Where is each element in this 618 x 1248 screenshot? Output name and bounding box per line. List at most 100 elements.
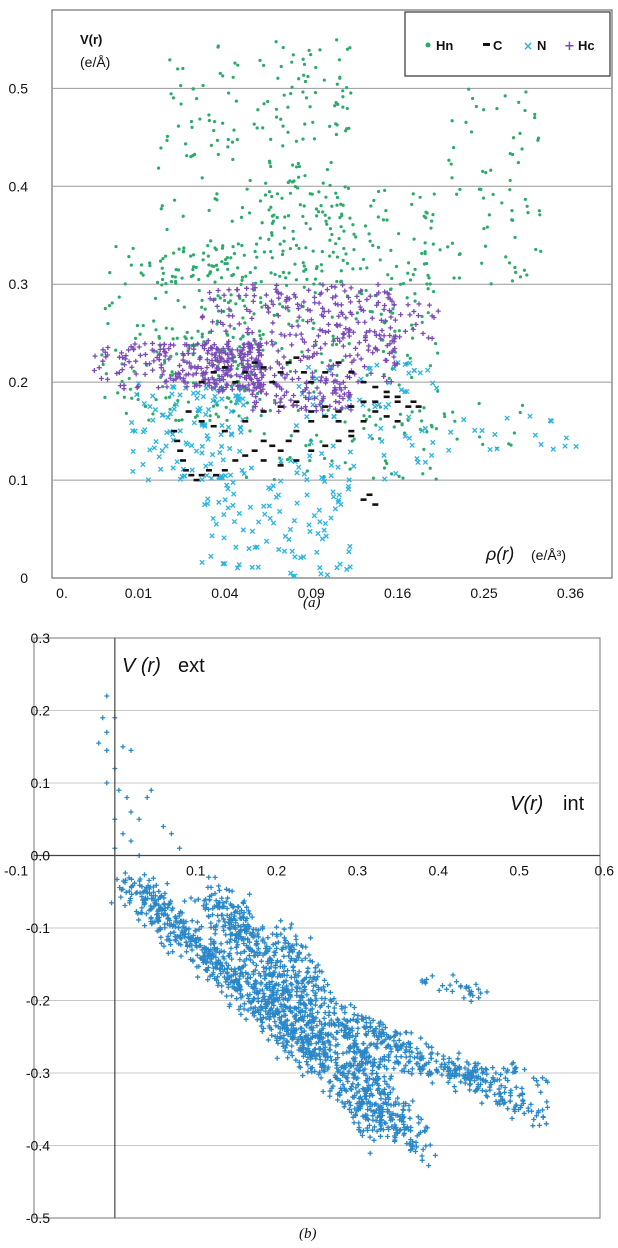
panel-a-point-hc [209, 345, 215, 351]
panel-b-point [317, 1036, 323, 1042]
panel-a-x-tick-label: 0.09 [298, 585, 325, 601]
panel-a-point-hn [214, 412, 218, 416]
panel-a-point-n [246, 545, 252, 552]
panel-b-point [223, 886, 229, 892]
panel-b-point [370, 1092, 376, 1098]
panel-a-point-hc [220, 368, 226, 374]
panel-a-point-hn [510, 218, 514, 222]
panel-b-point [203, 896, 209, 902]
panel-a-point-n [171, 406, 177, 412]
panel-a-point-n [428, 452, 435, 459]
panel-a-point-hn [206, 254, 210, 258]
panel-b-point [265, 959, 271, 965]
panel-a-point-hc [303, 407, 309, 413]
panel-b-point [235, 942, 241, 948]
panel-b-point [375, 1037, 381, 1043]
panel-b-point [173, 914, 179, 920]
panel-a-point-hn [268, 409, 272, 413]
panel-b-point [467, 1087, 473, 1093]
panel-a-point-hc [118, 350, 124, 356]
panel-a-point-hn [148, 264, 152, 268]
panel-a-point-hc [391, 302, 397, 308]
panel-b-point [229, 993, 235, 999]
panel-a-point-hc [270, 320, 276, 326]
panel-b-point [484, 989, 490, 995]
panel-a-point-c [372, 385, 379, 389]
panel-a-point-hn [215, 192, 219, 196]
panel-a-point-hn [483, 244, 488, 248]
panel-a-point-hc [164, 384, 170, 390]
panel-a-point-hn [243, 321, 247, 325]
panel-a-point-hc [293, 332, 299, 338]
panel-a-point-hn [335, 203, 339, 207]
panel-a-point-hc [212, 384, 218, 390]
panel-b-point [104, 747, 110, 753]
panel-b-point [165, 950, 171, 956]
panel-b-point [277, 1030, 283, 1036]
panel-a-point-c [410, 400, 417, 404]
panel-a-point-hn [301, 137, 305, 141]
panel-b-point [377, 1133, 383, 1139]
panel-a-point-hn [425, 211, 429, 215]
panel-a-point-hn [252, 122, 256, 126]
panel-b-point [255, 946, 261, 952]
panel-b-point [377, 1113, 383, 1119]
panel-a-point-hn [191, 253, 196, 257]
panel-a-point-n [417, 370, 423, 376]
panel-b-point [347, 1017, 353, 1023]
panel-b-point [360, 1113, 366, 1119]
panel-b-point [342, 1024, 348, 1030]
panel-a-point-hc [310, 354, 316, 360]
panel-b-point [307, 1049, 313, 1055]
panel-a-point-hn [316, 210, 321, 214]
panel-a-point-n [314, 375, 320, 382]
panel-a-point-hn [398, 412, 403, 416]
panel-a-point-hc [225, 345, 231, 351]
panel-a-point-hn [328, 238, 332, 242]
panel-a-point-hn [408, 356, 412, 360]
panel-a-point-hn [183, 142, 188, 146]
panel-b-point [223, 899, 229, 905]
panel-b-point [318, 1075, 324, 1081]
panel-b-point [334, 1016, 340, 1022]
panel-a-point-hc [244, 306, 250, 312]
panel-b-point [450, 972, 456, 978]
panel-a-point-hn [335, 82, 339, 86]
panel-a-point-hn [341, 95, 345, 99]
panel-a-point-hn [159, 146, 163, 150]
panel-b-point [352, 1111, 358, 1117]
panel-a-point-hn [270, 194, 274, 199]
panel-a-point-n [332, 506, 338, 512]
panel-a-point-hn [482, 108, 486, 112]
panel-a-point-hc [205, 338, 211, 344]
panel-a-point-n [367, 365, 373, 372]
panel-a-point-hc [245, 352, 251, 358]
panel-a-point-hc [392, 336, 398, 342]
panel-a-point-hn [161, 256, 165, 261]
panel-b-point [274, 945, 280, 951]
panel-a-point-hn [341, 89, 345, 93]
panel-a-point-hn [232, 327, 236, 331]
panel-a-point-hn [231, 272, 236, 277]
panel-a-point-hn [288, 191, 293, 195]
panel-a-point-hc [219, 373, 225, 379]
panel-a-point-hn [355, 311, 360, 315]
panel-b-point [322, 1064, 328, 1070]
panel-b-point [317, 1018, 323, 1024]
panel-b-point [496, 1091, 502, 1097]
panel-a-point-hc [348, 407, 354, 413]
panel-b-point [531, 1075, 537, 1081]
panel-a-point-hn [371, 476, 375, 480]
panel-a-point-hn [518, 410, 522, 415]
panel-a-point-hc [330, 390, 336, 396]
panel-a-point-hn [295, 186, 300, 190]
panel-a-point-hc [323, 329, 329, 335]
panel-a-point-hn [207, 113, 211, 117]
panel-a-point-hn [170, 370, 174, 374]
panel-a-point-n [230, 479, 236, 486]
panel-a-point-n [195, 390, 201, 396]
panel-a-point-hn [428, 282, 432, 286]
panel-b-point [498, 1094, 504, 1100]
panel-b-point [228, 936, 234, 942]
panel-a-point-n [314, 549, 320, 555]
